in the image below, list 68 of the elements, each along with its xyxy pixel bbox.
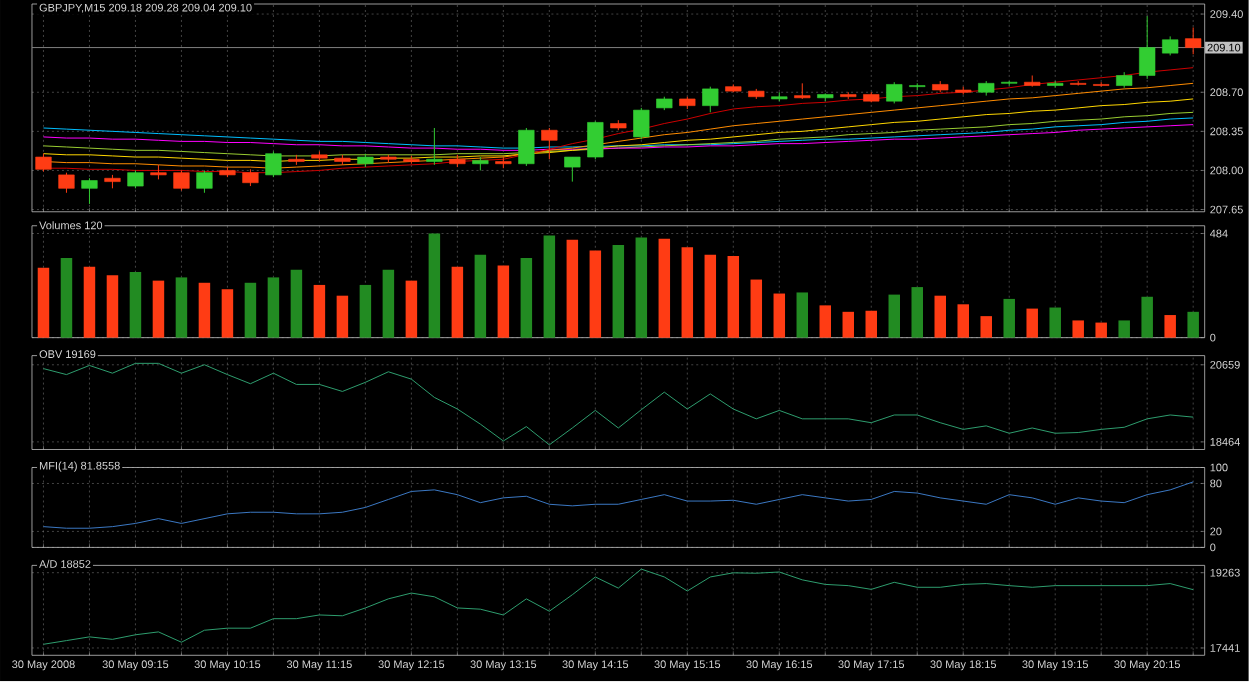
bar <box>1141 297 1153 339</box>
bar <box>658 239 671 339</box>
bar <box>60 258 73 339</box>
bar <box>1118 320 1130 339</box>
candlestick <box>587 121 604 161</box>
bar <box>543 235 556 339</box>
candlestick <box>265 151 282 179</box>
bar <box>1072 320 1084 339</box>
candlestick <box>1139 16 1156 80</box>
candlestick <box>518 127 535 167</box>
candlestick <box>196 170 213 194</box>
bar <box>957 304 969 339</box>
bar <box>773 293 786 339</box>
bar <box>1164 315 1176 339</box>
bar <box>83 267 96 339</box>
bar <box>405 281 418 339</box>
candlestick <box>426 127 443 166</box>
bar <box>796 292 809 339</box>
bar <box>1026 308 1038 339</box>
bar <box>934 296 946 339</box>
candlestick <box>886 82 903 105</box>
bar <box>681 247 694 339</box>
candlestick <box>564 156 581 183</box>
candlestick <box>173 170 190 192</box>
candlestick <box>1162 36 1179 57</box>
bar <box>428 233 441 339</box>
bar <box>1095 322 1107 339</box>
line-series <box>42 124 1194 152</box>
bar <box>451 267 464 339</box>
bar <box>566 240 579 339</box>
candlestick <box>541 127 558 161</box>
candlestick <box>58 172 75 194</box>
bar <box>221 289 234 339</box>
bar <box>1049 307 1061 339</box>
bar <box>842 312 855 339</box>
bar <box>497 265 510 339</box>
bar <box>635 237 648 339</box>
bar <box>612 245 625 339</box>
candlestick <box>81 178 98 205</box>
bar <box>819 305 832 339</box>
bar <box>888 294 900 339</box>
bar <box>750 279 763 339</box>
bar <box>865 311 878 339</box>
bar <box>175 277 188 339</box>
bar <box>980 316 992 339</box>
bar <box>129 272 142 339</box>
bar <box>704 255 717 339</box>
bar <box>727 256 740 339</box>
bar <box>152 281 165 339</box>
bar <box>267 277 280 339</box>
bar <box>313 285 326 339</box>
bar <box>359 285 372 339</box>
bar <box>911 287 923 339</box>
candlestick <box>1185 27 1202 56</box>
bar <box>290 270 303 339</box>
bar <box>1003 299 1015 339</box>
bar <box>37 268 50 339</box>
bar <box>198 283 211 339</box>
bar <box>336 296 349 339</box>
bar <box>589 250 602 339</box>
bar <box>382 270 395 339</box>
bar <box>244 283 257 339</box>
candlestick <box>633 107 650 141</box>
bar <box>520 258 533 339</box>
bar <box>106 275 119 339</box>
bar <box>474 255 487 339</box>
bar <box>1187 312 1199 339</box>
candlestick <box>702 86 719 114</box>
